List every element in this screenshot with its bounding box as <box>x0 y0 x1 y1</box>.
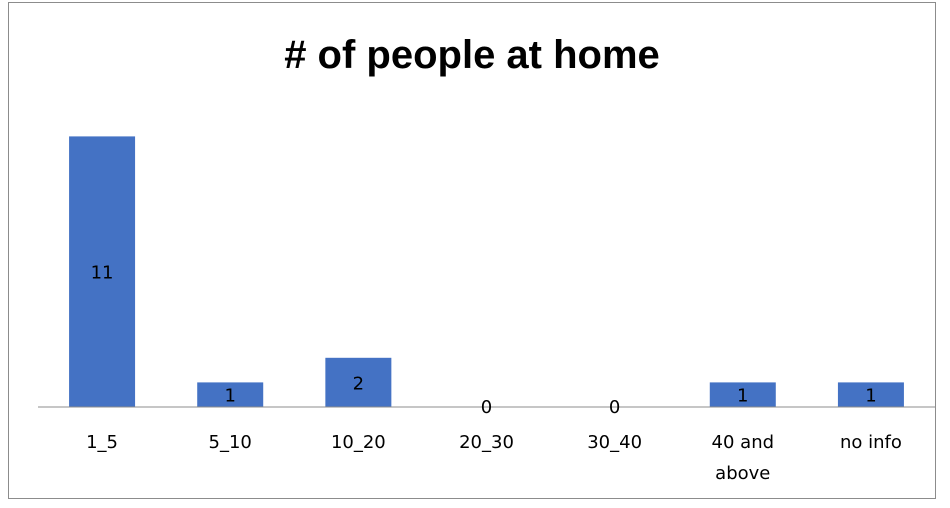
x-tick-label-20_30: 20_30 <box>459 432 514 453</box>
bar-5_10 <box>197 382 264 407</box>
x-tick-label-30_40: 30_40 <box>587 432 642 453</box>
x-tick-label-1_5: 1_5 <box>86 432 118 453</box>
x-tick-label-line: above <box>715 463 770 484</box>
x-tick-label-line: 20_30 <box>459 432 514 453</box>
x-tick-label-40 and above: 40 and above <box>712 432 775 484</box>
x-tick-label-line: 40 and <box>712 432 775 453</box>
data-label-40 and above: 1 <box>737 386 748 407</box>
chart-frame: # of people at home <box>8 2 936 499</box>
data-label-no info: 1 <box>865 386 876 407</box>
data-label-5_10: 1 <box>224 386 235 407</box>
data-label-1_5: 11 <box>91 263 114 284</box>
bar-40 and above <box>709 382 776 407</box>
x-tick-label-line: 30_40 <box>587 432 642 453</box>
x-tick-label-no info: no info <box>840 432 902 453</box>
bar-no info <box>837 382 904 407</box>
x-tick-label-line: 1_5 <box>86 432 118 453</box>
x-tick-label-line: 5_10 <box>209 432 252 453</box>
x-tick-label-line: 10_20 <box>331 432 386 453</box>
x-tick-label-10_20: 10_20 <box>331 432 386 453</box>
data-label-20_30: 0 <box>481 397 492 418</box>
x-tick-label-5_10: 5_10 <box>209 432 252 453</box>
chart-title: # of people at home <box>284 33 660 77</box>
bars-group <box>69 136 904 407</box>
bar-10_20 <box>325 357 392 407</box>
data-label-30_40: 0 <box>609 397 620 418</box>
bar-1_5 <box>69 136 136 407</box>
x-tick-label-line: no info <box>840 432 902 453</box>
data-label-10_20: 2 <box>353 373 364 394</box>
x-tick-labels-group: 1_5 5_10 10_20 20_30 30_40 40 and above no info <box>86 432 902 484</box>
